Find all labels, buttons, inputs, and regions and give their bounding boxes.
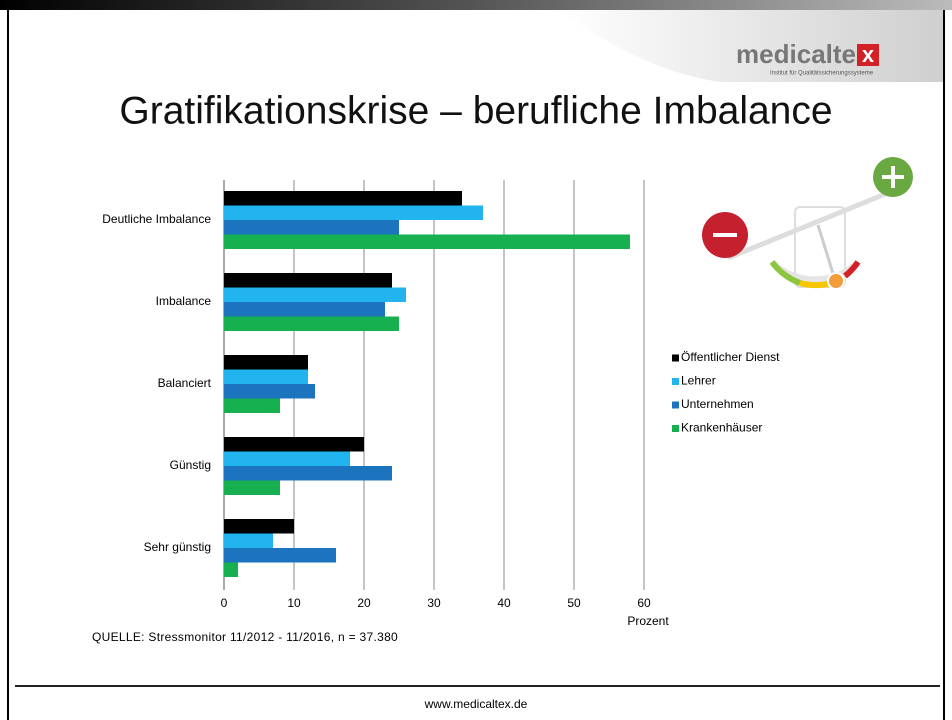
logo-subtitle: Institut für Qualitätssicherungssysteme <box>770 71 874 77</box>
bar <box>224 302 385 317</box>
bar <box>224 451 350 466</box>
seesaw-illustration <box>702 157 913 290</box>
bar <box>224 437 364 452</box>
x-tick-label: 0 <box>221 596 228 610</box>
bar <box>224 273 392 288</box>
x-axis-label: Prozent <box>627 614 669 628</box>
legend-marker <box>672 354 679 362</box>
y-tick-label: Günstig <box>170 458 211 472</box>
bar <box>224 205 483 220</box>
bar <box>224 191 462 206</box>
bar <box>224 220 399 235</box>
legend-label: Krankenhäuser <box>681 421 762 435</box>
y-tick-label: Balanciert <box>158 376 212 390</box>
x-tick-label: 30 <box>427 596 441 610</box>
y-tick-label: Imbalance <box>156 294 212 308</box>
bar <box>224 480 280 495</box>
legend-marker <box>672 378 679 385</box>
x-tick-label: 50 <box>567 596 581 610</box>
bar <box>224 398 280 413</box>
bar <box>224 287 406 302</box>
legend-marker <box>672 425 679 432</box>
x-tick-label: 10 <box>287 596 301 610</box>
bar <box>224 533 273 548</box>
bar <box>224 234 630 249</box>
logo-swoosh <box>560 10 943 82</box>
x-tick-label: 20 <box>357 596 371 610</box>
footer: www.medicaltex.de <box>424 697 528 711</box>
bar <box>224 519 294 534</box>
logo-box <box>857 44 879 66</box>
legend-label: Öffentlicher Dienst <box>681 350 780 364</box>
y-tick-label: Sehr günstig <box>144 540 211 554</box>
x-tick-label: 40 <box>497 596 511 610</box>
legend-marker <box>672 401 679 409</box>
source-note: QUELLE: Stressmonitor 11/2012 - 11/2016,… <box>92 630 398 644</box>
bar <box>224 562 238 577</box>
legend-label: Unternehmen <box>681 397 754 411</box>
bar <box>224 355 308 370</box>
top-band <box>0 0 952 10</box>
slide-title: Gratifikationskrise – berufliche Imbalan… <box>119 89 832 132</box>
bar <box>224 316 399 331</box>
legend-label: Lehrer <box>681 374 716 388</box>
x-tick-label: 60 <box>637 596 651 610</box>
y-tick-label: Deutliche Imbalance <box>102 212 211 226</box>
bar <box>224 466 392 481</box>
bar <box>224 384 315 399</box>
logo-mark: x <box>862 42 875 67</box>
bar <box>224 548 336 563</box>
logo-text: medicalte <box>736 39 856 69</box>
bar <box>224 369 308 384</box>
